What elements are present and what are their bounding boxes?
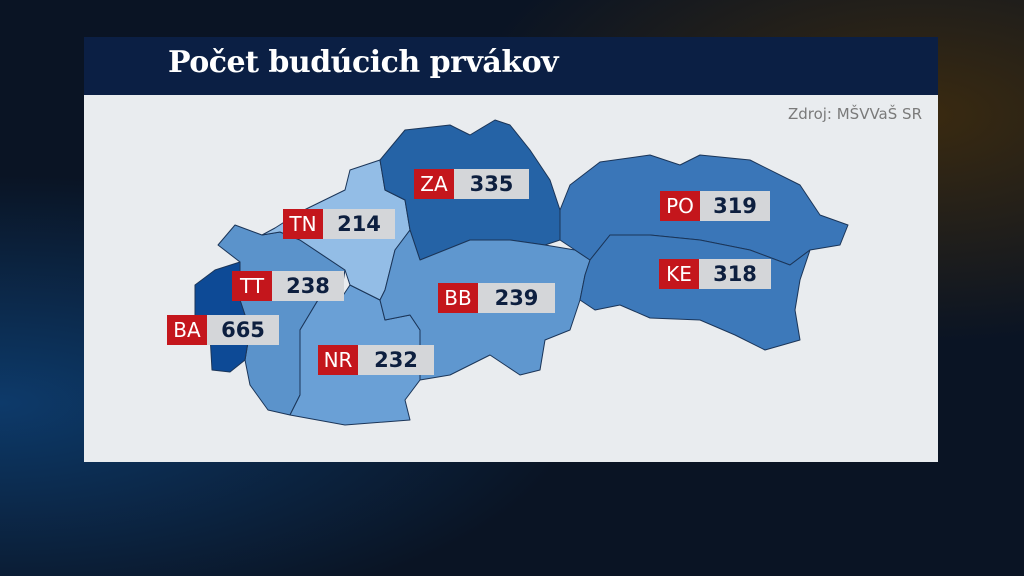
region-value: 239	[478, 283, 555, 313]
region-code: TT	[232, 271, 272, 301]
label-BB: BB 239	[438, 283, 555, 313]
label-TT: TT 238	[232, 271, 344, 301]
region-value: 318	[699, 259, 771, 289]
label-BA: BA 665	[167, 315, 279, 345]
region-value: 319	[700, 191, 770, 221]
label-NR: NR 232	[318, 345, 434, 375]
label-ZA: ZA 335	[414, 169, 529, 199]
region-value: 214	[323, 209, 395, 239]
region-code: TN	[283, 209, 323, 239]
label-KE: KE 318	[659, 259, 771, 289]
region-code: NR	[318, 345, 358, 375]
region-value: 232	[358, 345, 434, 375]
region-code: PO	[660, 191, 700, 221]
region-code: BA	[167, 315, 207, 345]
page-title: Počet budúcich prvákov	[168, 45, 559, 80]
label-PO: PO 319	[660, 191, 770, 221]
region-value: 238	[272, 271, 344, 301]
label-TN: TN 214	[283, 209, 395, 239]
region-code: BB	[438, 283, 478, 313]
region-value: 665	[207, 315, 279, 345]
region-code: ZA	[414, 169, 454, 199]
region-value: 335	[454, 169, 529, 199]
source-note: Zdroj: MŠVVaŠ SR	[787, 105, 922, 123]
title-bar: Počet budúcich prvákov	[84, 37, 938, 95]
region-code: KE	[659, 259, 699, 289]
